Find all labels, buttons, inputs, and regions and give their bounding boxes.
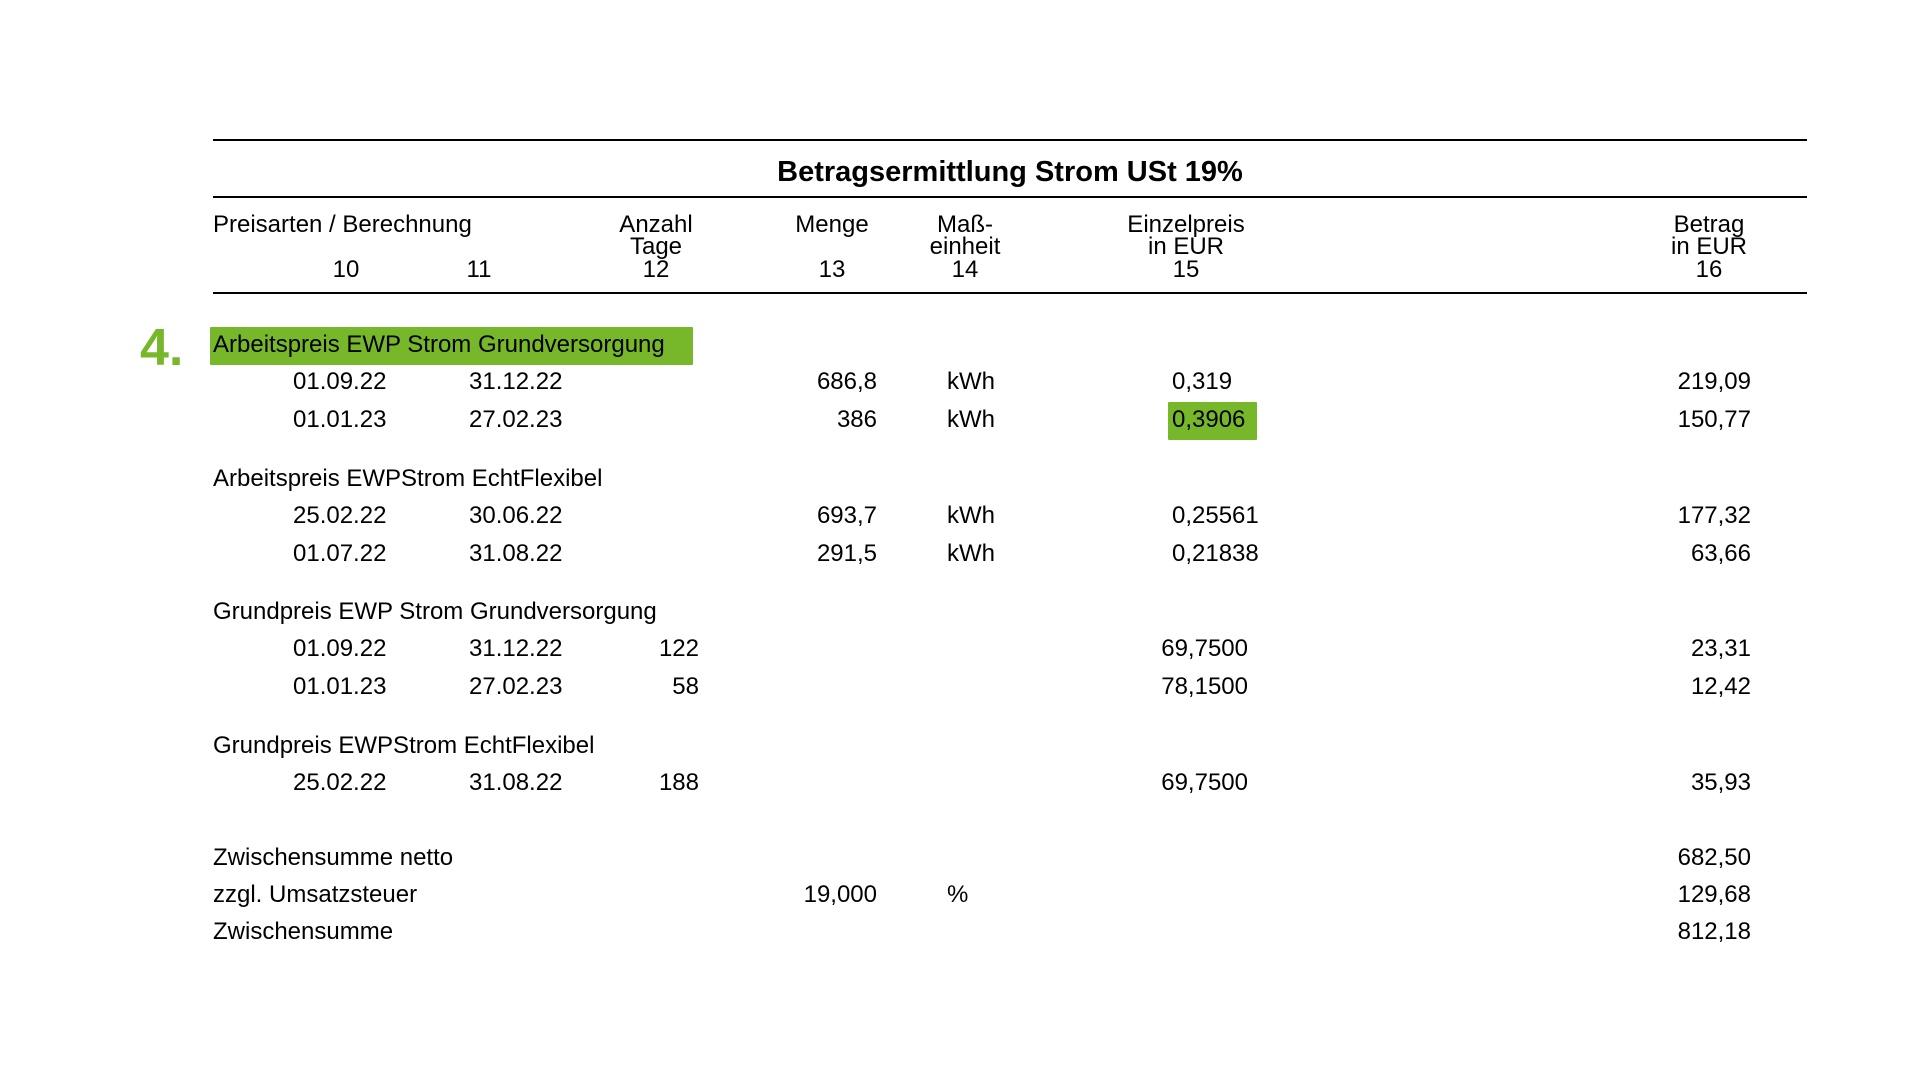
date-from: 01.09.22 <box>293 635 387 662</box>
group-label: Grundpreis EWPStrom EchtFlexibel <box>213 732 595 759</box>
date-from: 25.02.22 <box>293 769 387 796</box>
amount: 12,42 <box>1690 672 1751 700</box>
header-rule <box>213 292 1807 294</box>
amount: 150,77 <box>1677 405 1751 433</box>
top-rule <box>213 139 1807 141</box>
summary-amount: 812,18 <box>1677 918 1751 945</box>
summary-label: zzgl. Umsatzsteuer <box>213 881 418 908</box>
unit: kWh <box>947 539 995 567</box>
header-masseinheit-line1: Maß- <box>937 211 993 238</box>
label-highlight <box>210 327 693 365</box>
header-preisarten: Preisarten / Berechnung <box>213 211 472 238</box>
header-einzelpreis-line2: in EUR <box>1147 233 1225 260</box>
section-number-marker: 4. <box>140 319 184 377</box>
header-anzahl-line1: Anzahl <box>619 211 693 238</box>
date-to: 31.12.22 <box>469 368 563 395</box>
unit-price: 0,319 <box>1172 368 1233 395</box>
unit: kWh <box>947 368 995 395</box>
summary-label: Zwischensumme netto <box>213 844 454 871</box>
date-from: 01.01.23 <box>293 672 387 700</box>
price-highlight <box>1168 401 1257 440</box>
days-count: 188 <box>658 769 699 796</box>
summary-amount: 682,50 <box>1677 844 1751 871</box>
amount: 23,31 <box>1690 635 1751 662</box>
date-from: 01.09.22 <box>293 368 387 395</box>
summary-unit: % <box>947 881 969 908</box>
group-label: Arbeitspreis EWPStrom EchtFlexibel <box>213 465 603 492</box>
header-masseinheit-line2: einheit <box>929 233 1001 260</box>
unit-price: 0,3906 <box>1172 405 1246 433</box>
unit-price: 69,7500 <box>1161 635 1248 662</box>
summary-label: Zwischensumme <box>213 918 394 945</box>
unit-price: 69,7500 <box>1161 769 1248 796</box>
header-menge: Menge <box>795 211 869 238</box>
date-to: 31.08.22 <box>469 539 563 567</box>
header-col-14: 14 <box>951 256 979 283</box>
quantity: 686,8 <box>816 368 877 395</box>
header-col-16: 16 <box>1695 256 1723 283</box>
summary-amount: 129,68 <box>1677 881 1751 908</box>
date-to: 27.02.23 <box>469 672 563 700</box>
unit-price: 78,1500 <box>1161 672 1248 700</box>
header-einzelpreis-line1: Einzelpreis <box>1127 211 1245 238</box>
quantity: 386 <box>836 405 877 433</box>
summary-quantity: 19,000 <box>803 881 877 908</box>
group-label: Grundpreis EWP Strom Grundversorgung <box>213 598 657 625</box>
unit: kWh <box>947 405 995 433</box>
header-col-10: 10 <box>332 256 360 283</box>
date-to: 31.12.22 <box>469 635 563 662</box>
days-count: 58 <box>672 672 699 700</box>
quantity: 291,5 <box>816 539 877 567</box>
page-title: Betragsermittlung Strom USt 19% <box>777 156 1243 188</box>
amount: 35,93 <box>1690 769 1751 796</box>
header-betrag-line1: Betrag <box>1673 211 1745 238</box>
group-label: Arbeitspreis EWP Strom Grundversorgung <box>213 331 665 358</box>
date-from: 25.02.22 <box>293 502 387 529</box>
amount: 177,32 <box>1677 502 1751 529</box>
amount: 219,09 <box>1677 368 1751 395</box>
header-betrag-line2: in EUR <box>1670 233 1748 260</box>
quantity: 693,7 <box>816 502 877 529</box>
date-to: 31.08.22 <box>469 769 563 796</box>
date-from: 01.07.22 <box>293 539 387 567</box>
header-col-12: 12 <box>642 256 670 283</box>
header-col-11: 11 <box>466 256 492 283</box>
days-count: 122 <box>658 635 699 662</box>
header-col-13: 13 <box>818 256 846 283</box>
amount: 63,66 <box>1690 539 1751 567</box>
title-rule <box>213 196 1807 198</box>
date-to: 30.06.22 <box>469 502 563 529</box>
date-to: 27.02.23 <box>469 405 563 433</box>
header-anzahl-line2: Tage <box>629 233 683 260</box>
unit-price: 0,21838 <box>1172 539 1259 567</box>
unit: kWh <box>947 502 995 529</box>
date-from: 01.01.23 <box>293 405 387 433</box>
header-col-15: 15 <box>1172 256 1200 283</box>
unit-price: 0,25561 <box>1172 502 1259 529</box>
